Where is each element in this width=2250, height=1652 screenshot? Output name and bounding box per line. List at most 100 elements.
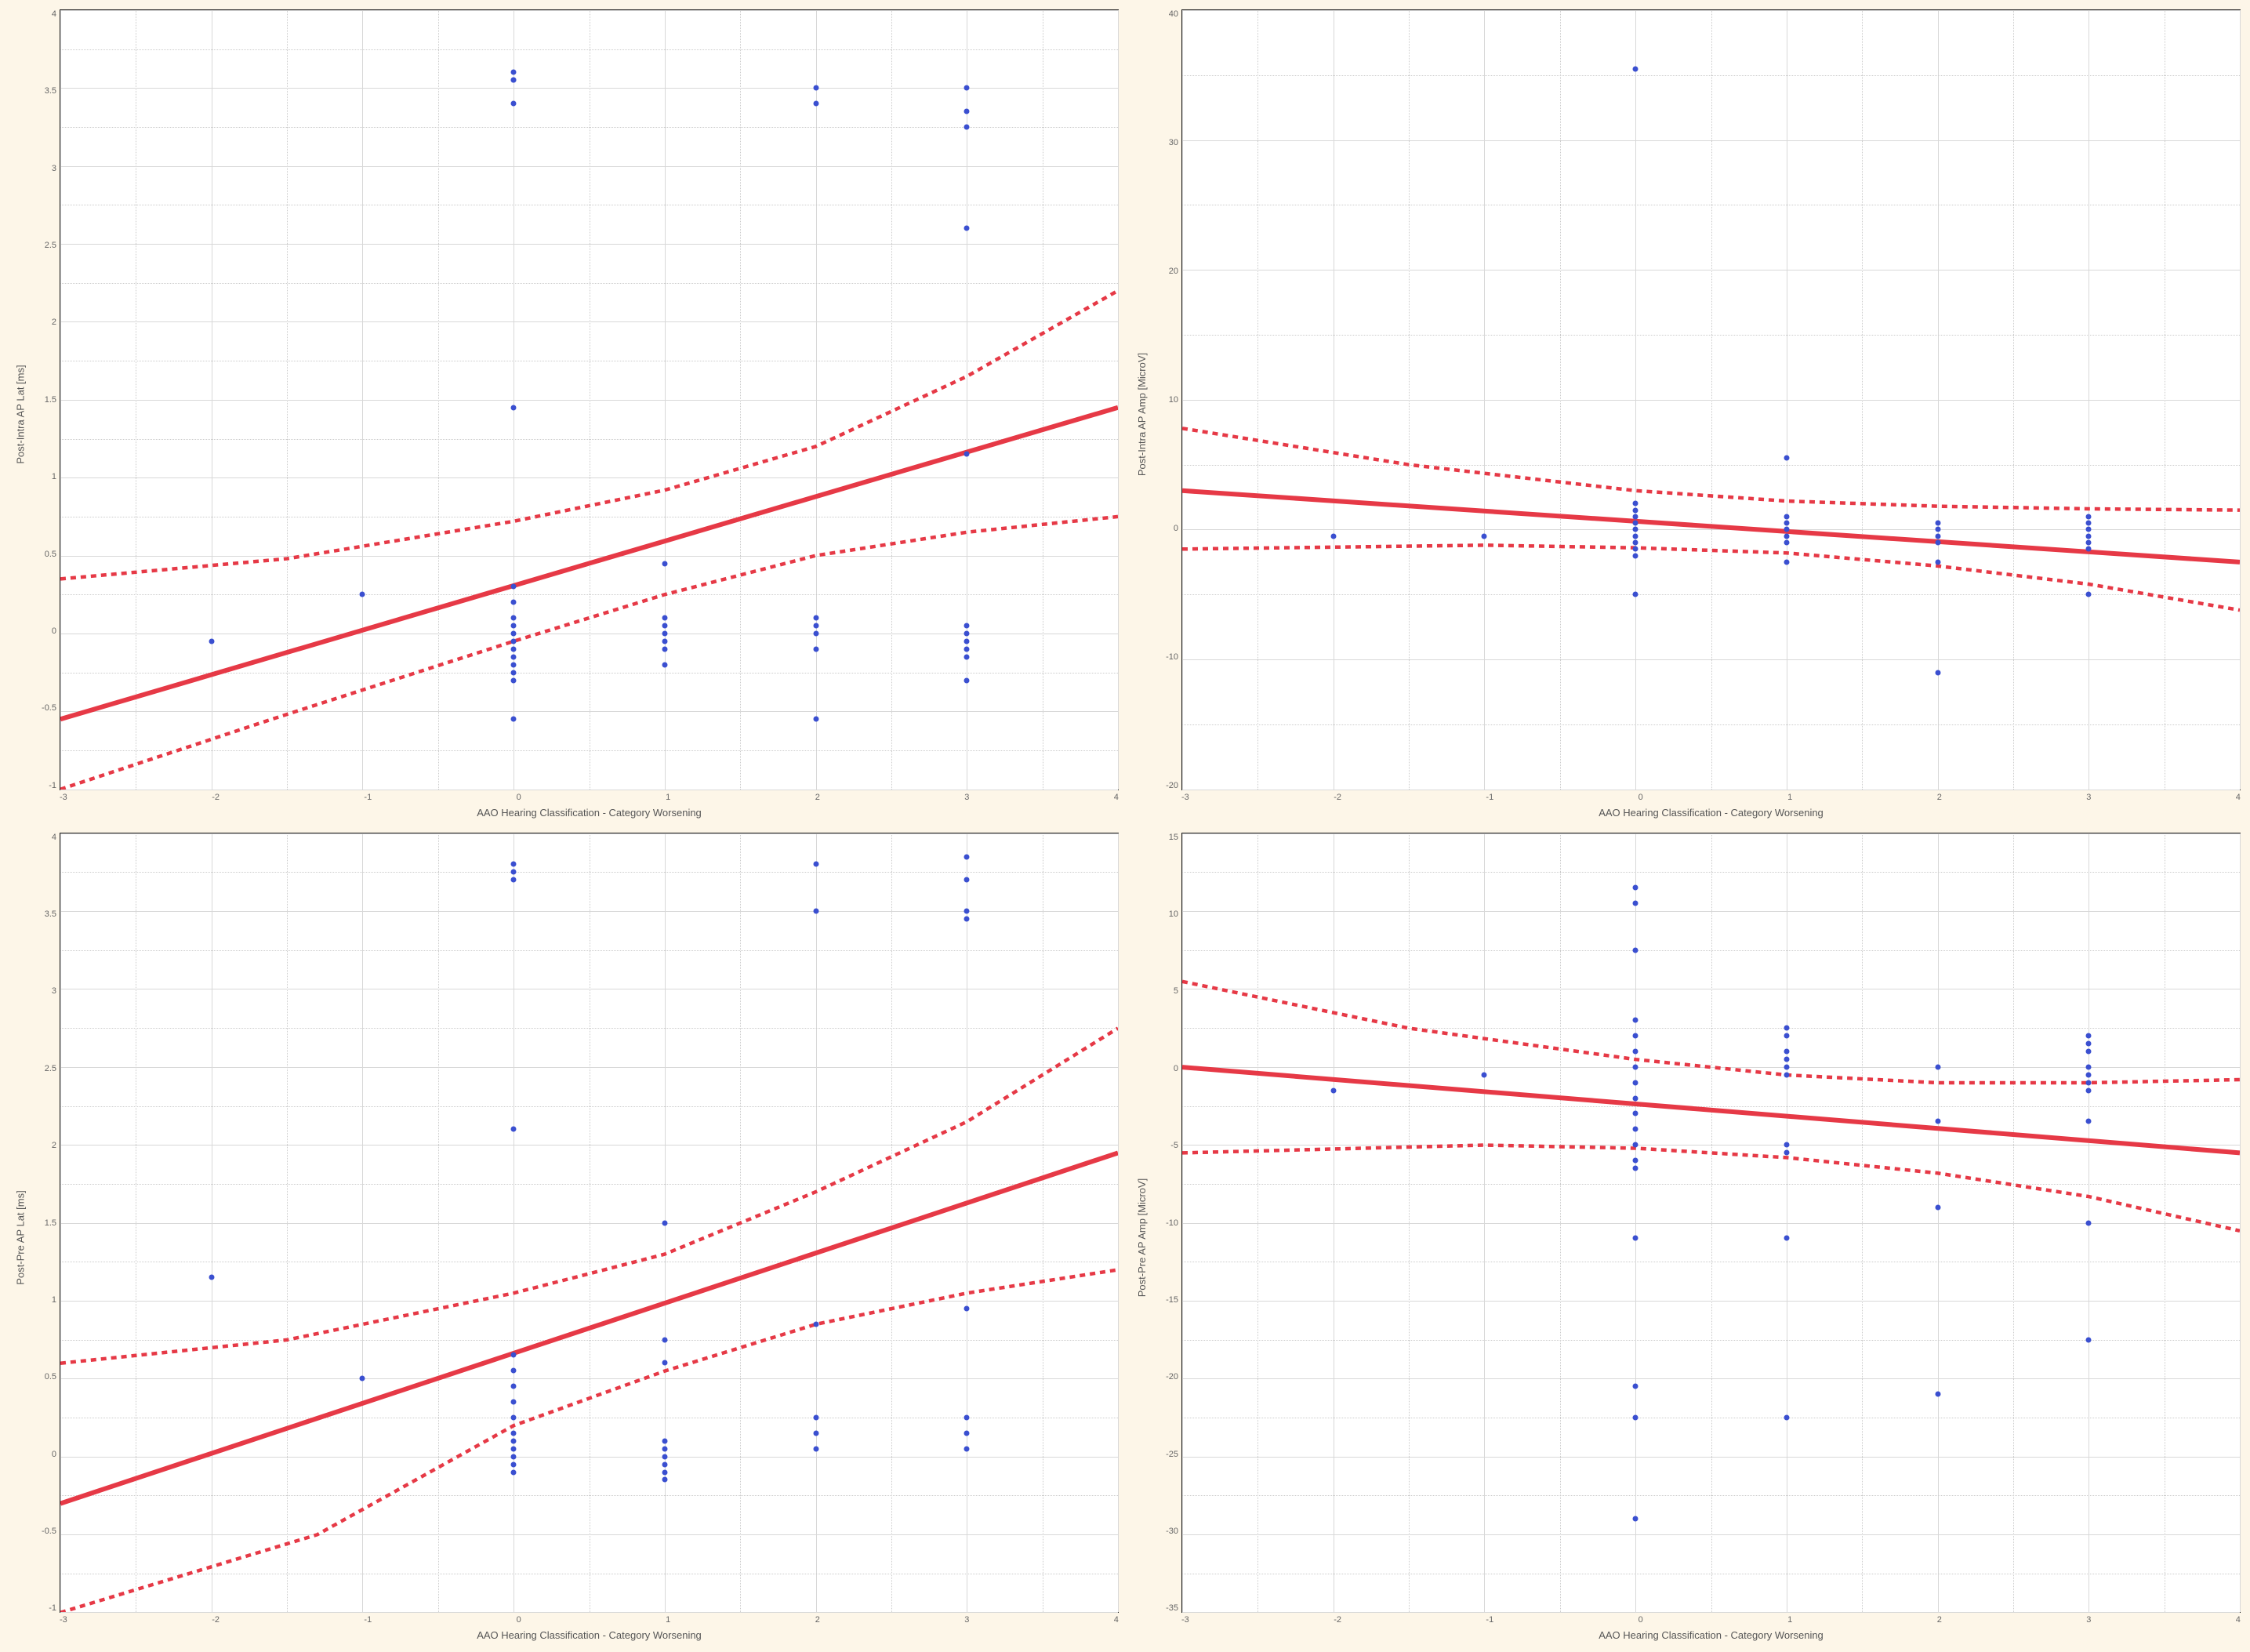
y-tick-label: 3.5 xyxy=(45,910,56,919)
data-point xyxy=(964,909,970,914)
x-axis-label: AAO Hearing Classification - Category Wo… xyxy=(60,1629,1119,1641)
data-point xyxy=(209,638,214,644)
chart-grid: Post-Intra AP Lat [ms] 43.532.521.510.50-… xyxy=(9,9,2241,1643)
y-tick-label: -10 xyxy=(1166,652,1178,662)
data-point xyxy=(2086,533,2092,539)
regression-line xyxy=(60,408,1118,719)
data-point xyxy=(511,1454,517,1459)
y-tick-label: 0 xyxy=(1174,524,1178,533)
y-tick-label: -20 xyxy=(1166,781,1178,790)
x-tick-label: 2 xyxy=(1937,1615,1942,1625)
x-tick-label: 3 xyxy=(2086,1615,2091,1625)
data-point xyxy=(511,862,517,867)
data-point xyxy=(813,646,818,652)
x-axis-label: AAO Hearing Classification - Category Wo… xyxy=(1181,807,2241,819)
y-tick-label: -20 xyxy=(1166,1372,1178,1382)
data-point xyxy=(511,662,517,667)
data-point xyxy=(662,561,667,566)
data-point xyxy=(511,717,517,722)
data-point xyxy=(511,870,517,875)
y-tick-label: 2.5 xyxy=(45,1064,56,1073)
data-point xyxy=(964,1305,970,1311)
plot-area xyxy=(1181,9,2241,790)
data-point xyxy=(1784,1033,1789,1039)
data-point xyxy=(662,1438,667,1443)
data-point xyxy=(1633,1236,1639,1241)
x-tick-label: 1 xyxy=(666,1615,670,1625)
data-point xyxy=(1935,1392,1940,1397)
x-tick-label: 0 xyxy=(517,1615,521,1625)
ci-upper-curve xyxy=(60,1028,1118,1363)
x-tick-label: 0 xyxy=(517,793,521,802)
regression-line xyxy=(1182,491,2240,562)
data-point xyxy=(1633,533,1639,539)
data-point xyxy=(964,646,970,652)
data-point xyxy=(662,1337,667,1342)
data-point xyxy=(511,1368,517,1374)
y-tick-label: 0.5 xyxy=(45,1372,56,1382)
data-point xyxy=(1784,1236,1789,1241)
data-point xyxy=(511,1127,517,1132)
data-point xyxy=(511,1384,517,1389)
data-point xyxy=(964,623,970,629)
ci-upper-curve xyxy=(1182,982,2240,1083)
data-point xyxy=(1633,507,1639,513)
data-point xyxy=(511,600,517,605)
data-point xyxy=(360,1376,365,1382)
regression-overlay xyxy=(1182,833,2240,1613)
data-point xyxy=(1633,1127,1639,1132)
data-point xyxy=(1633,1142,1639,1148)
x-tick-label: -2 xyxy=(212,793,220,802)
x-tick-label: 4 xyxy=(1114,793,1119,802)
regression-overlay xyxy=(1182,10,2240,790)
data-point xyxy=(813,85,818,91)
y-axis-label: Post-Intra AP Amp [MicroV] xyxy=(1137,353,1149,476)
regression-overlay xyxy=(60,10,1118,790)
data-point xyxy=(1633,947,1639,953)
data-point xyxy=(511,584,517,590)
x-tick-label: -3 xyxy=(1181,1615,1189,1625)
data-point xyxy=(662,630,667,636)
data-point xyxy=(209,1275,214,1280)
data-point xyxy=(1784,521,1789,526)
data-point xyxy=(1633,1095,1639,1101)
data-point xyxy=(964,1430,970,1436)
data-point xyxy=(1784,1064,1789,1069)
y-axis-label: Post-Intra AP Lat [ms] xyxy=(15,365,27,464)
data-point xyxy=(1633,553,1639,558)
data-point xyxy=(813,717,818,722)
y-tick-label: 5 xyxy=(1174,986,1178,996)
x-tick-label: 0 xyxy=(1639,1615,1643,1625)
regression-overlay xyxy=(60,833,1118,1613)
data-point xyxy=(2086,1337,2092,1342)
data-point xyxy=(1633,1080,1639,1085)
y-tick-label: 0 xyxy=(52,626,56,636)
x-tick-label: -2 xyxy=(212,1615,220,1625)
y-tick-label: 2 xyxy=(52,318,56,327)
data-point xyxy=(1633,1018,1639,1023)
x-tick-label: 1 xyxy=(1787,1615,1792,1625)
data-point xyxy=(2086,1072,2092,1077)
x-tick-label: -1 xyxy=(364,793,372,802)
data-point xyxy=(964,125,970,130)
x-axis-label: AAO Hearing Classification - Category Wo… xyxy=(1181,1629,2241,1641)
y-ticks: 43.532.521.510.50-0.5-1 xyxy=(31,833,60,1614)
data-point xyxy=(662,646,667,652)
ci-upper-curve xyxy=(1182,428,2240,510)
x-tick-label: -3 xyxy=(60,1615,67,1625)
data-point xyxy=(813,623,818,629)
data-point xyxy=(964,630,970,636)
data-point xyxy=(2086,1119,2092,1124)
plot-area xyxy=(60,833,1119,1614)
data-point xyxy=(662,662,667,667)
data-point xyxy=(813,909,818,914)
data-point xyxy=(1784,1048,1789,1054)
data-point xyxy=(1784,540,1789,546)
x-tick-label: 2 xyxy=(815,1615,820,1625)
data-point xyxy=(1784,1150,1789,1156)
data-point xyxy=(1633,1064,1639,1069)
data-point xyxy=(2086,527,2092,532)
y-tick-label: -15 xyxy=(1166,1295,1178,1305)
ci-lower-curve xyxy=(60,1269,1118,1612)
x-ticks: -3-2-101234 xyxy=(60,1613,1119,1625)
